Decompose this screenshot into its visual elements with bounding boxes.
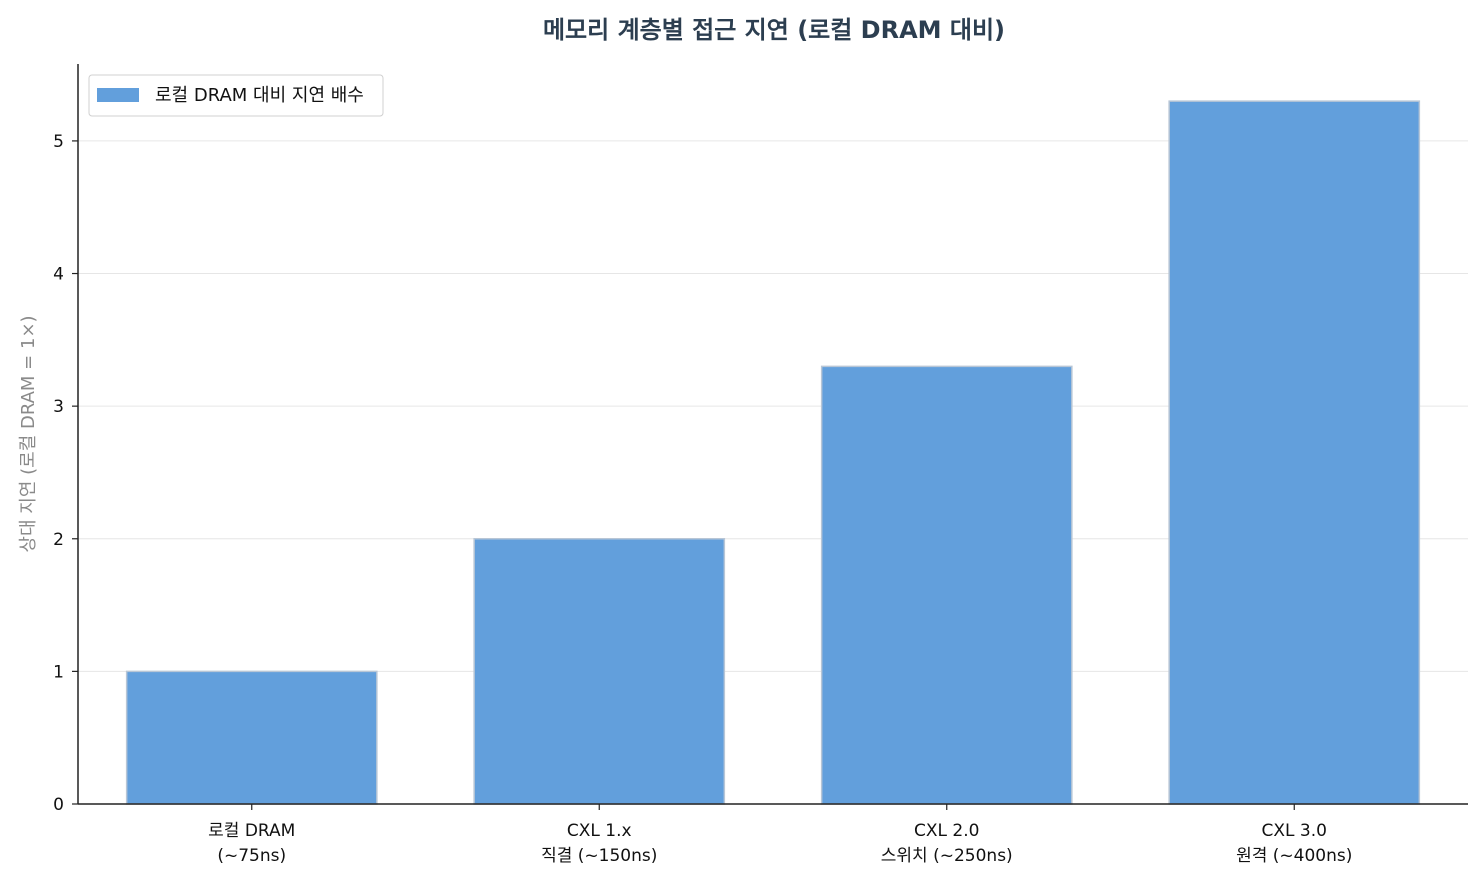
x-tick-label: CXL 3.0 원격 (~400ns) [1236, 821, 1352, 866]
bars [125, 100, 1421, 805]
x-tick-label: CXL 1.x 직결 (~150ns) [541, 821, 657, 866]
y-axis-ticks: 0 1 2 3 4 5 [53, 132, 78, 815]
y-tick-label: 2 [53, 530, 64, 550]
bar-3 [1168, 100, 1421, 805]
y-tick-label: 5 [53, 132, 64, 152]
x-tick-label: 로컬 DRAM (~75ns) [208, 821, 295, 866]
y-tick-label: 4 [53, 265, 64, 285]
y-axis-label: 상대 지연 (로컬 DRAM = 1×) [18, 315, 39, 552]
bar-2 [820, 365, 1073, 805]
bar-1 [473, 538, 726, 805]
x-axis-ticks: 로컬 DRAM (~75ns) CXL 1.x 직결 (~150ns) CXL 2.0 스… [208, 804, 1352, 866]
legend-box [88, 74, 384, 117]
y-tick-label: 3 [53, 397, 64, 417]
axes [77, 64, 1468, 805]
chart-title: 메모리 계층별 접근 지연 (로컬 DRAM 대비) [543, 16, 1005, 44]
y-tick-label: 1 [53, 662, 64, 682]
legend-swatch [97, 88, 139, 102]
bar-0 [125, 670, 378, 805]
x-tick-label: CXL 2.0 스위치 (~250ns) [881, 821, 1013, 866]
y-tick-label: 0 [53, 795, 64, 815]
legend-label: 로컬 DRAM 대비 지연 배수 [155, 85, 364, 106]
legend: 로컬 DRAM 대비 지연 배수 [88, 74, 384, 117]
